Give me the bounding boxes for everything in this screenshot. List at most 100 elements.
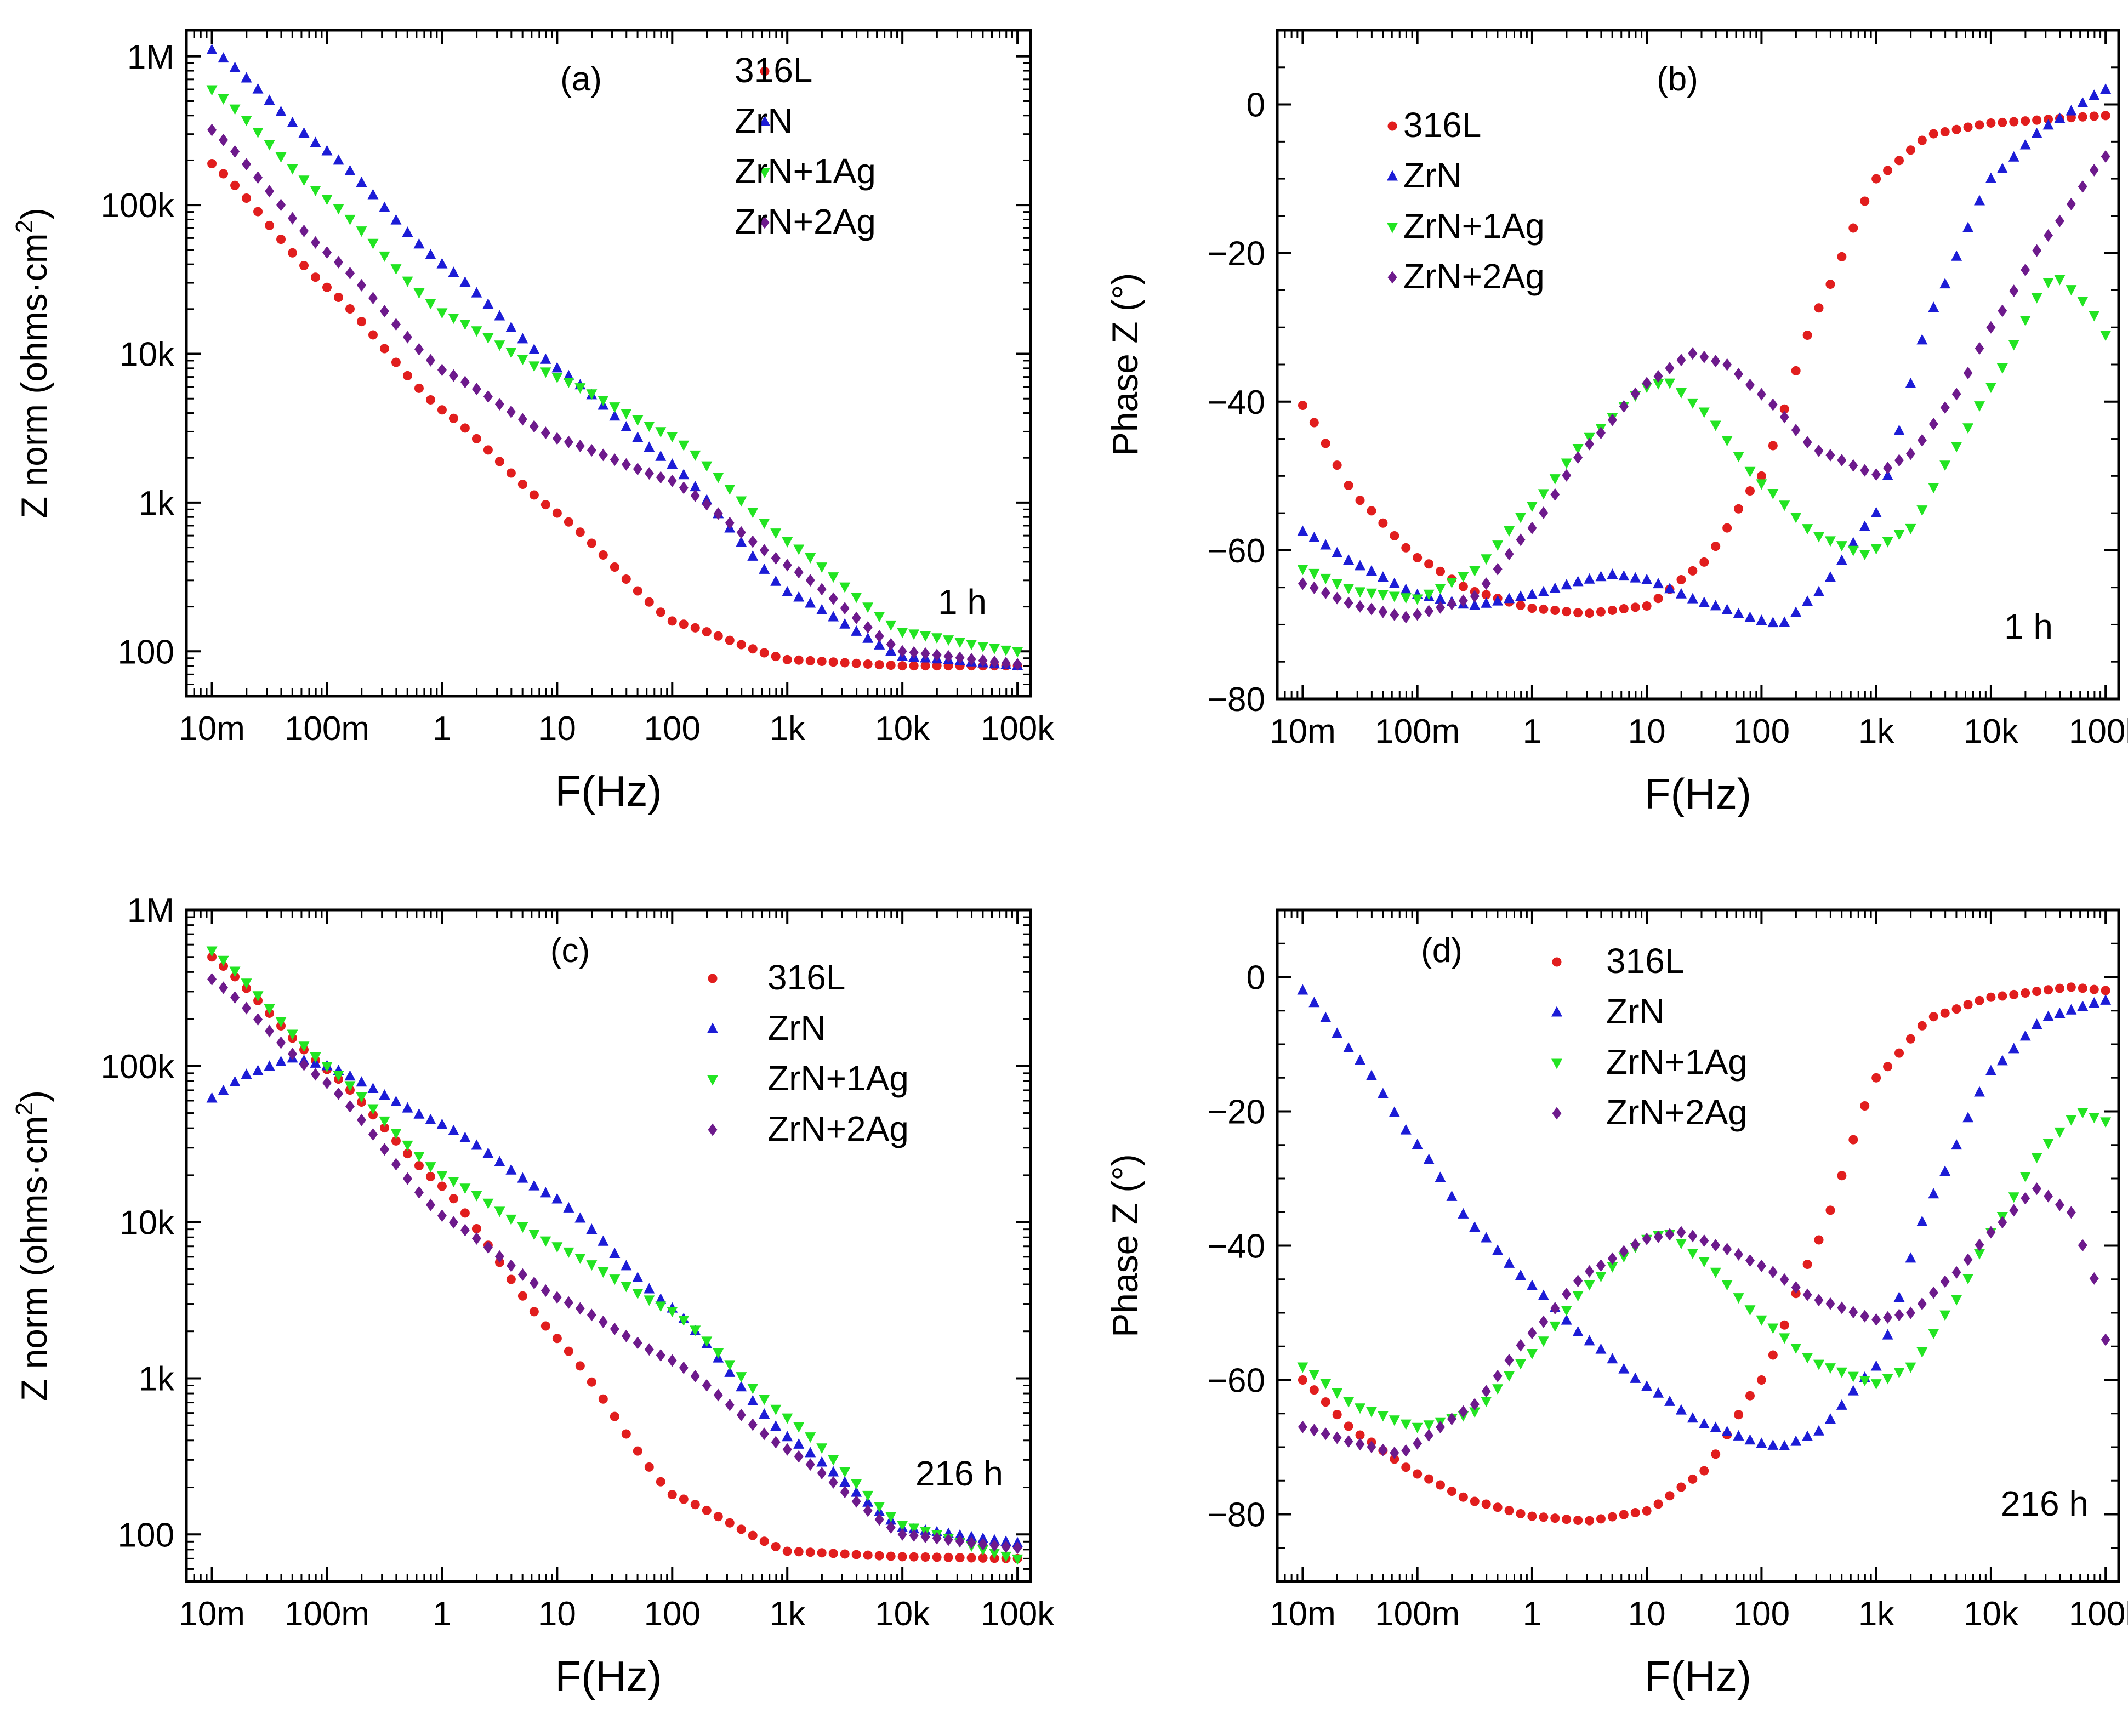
- data-point: [1539, 1315, 1549, 1328]
- data-point: [1870, 506, 1882, 517]
- data-point: [1332, 1410, 1342, 1420]
- data-point: [863, 1504, 873, 1517]
- data-point: [1975, 120, 1984, 130]
- data-point: [1595, 571, 1607, 582]
- data-point: [1711, 1449, 1721, 1459]
- data-point: [679, 1361, 689, 1374]
- legend-label: 316L: [767, 958, 845, 997]
- data-point: [494, 1250, 504, 1263]
- x-tick-label: 1: [433, 1595, 451, 1633]
- data-point: [241, 72, 252, 83]
- data-point: [229, 61, 241, 72]
- data-point: [264, 1060, 275, 1071]
- data-point: [1882, 537, 1893, 548]
- data-point: [1607, 1512, 1617, 1522]
- data-point: [1653, 370, 1663, 383]
- data-point: [564, 435, 573, 448]
- data-point: [782, 1546, 792, 1556]
- data-point: [644, 1343, 654, 1356]
- data-point: [540, 1236, 551, 1247]
- data-point: [633, 463, 642, 476]
- data-point: [1389, 577, 1400, 588]
- legend-label: 316L: [735, 50, 812, 90]
- data-point: [1481, 1396, 1492, 1407]
- data-point: [494, 397, 504, 411]
- data-point: [782, 537, 793, 548]
- data-point: [471, 1232, 481, 1245]
- legend-label: ZrN+2Ag: [735, 202, 876, 241]
- y-tick-label: 1M: [127, 38, 174, 76]
- data-point: [1436, 1480, 1446, 1490]
- legend-label: ZrN: [1403, 156, 1462, 195]
- data-point: [920, 647, 930, 660]
- data-point: [656, 607, 665, 617]
- data-point: [1722, 523, 1732, 533]
- data-point: [989, 656, 999, 669]
- data-point: [943, 1552, 953, 1562]
- data-point: [459, 1183, 471, 1194]
- data-point: [379, 1089, 390, 1100]
- data-point: [1951, 388, 1961, 401]
- data-point: [1412, 1139, 1423, 1149]
- data-point: [1435, 584, 1446, 595]
- time-label: 1 h: [938, 582, 987, 622]
- data-point: [219, 133, 229, 146]
- data-point: [1355, 496, 1365, 505]
- data-point: [862, 602, 874, 613]
- data-point: [264, 1004, 275, 1015]
- data-point: [494, 310, 505, 321]
- data-point: [1515, 513, 1526, 523]
- data-point: [1756, 479, 1767, 490]
- data-point: [448, 1216, 458, 1229]
- data-point: [563, 377, 574, 388]
- data-point: [1469, 1407, 1481, 1418]
- data-point: [1790, 513, 1802, 523]
- data-point: [540, 500, 550, 510]
- data-point: [1012, 1554, 1023, 1565]
- data-point: [540, 426, 550, 440]
- data-point: [966, 640, 977, 651]
- data-point: [345, 304, 355, 314]
- data-point: [1607, 413, 1617, 426]
- data-point: [632, 1272, 644, 1283]
- data-point: [1481, 1499, 1491, 1509]
- data-point: [322, 1077, 332, 1090]
- data-point: [656, 1477, 665, 1487]
- data-point: [1664, 378, 1676, 389]
- data-point: [1630, 1372, 1641, 1383]
- data-point: [1928, 301, 1939, 312]
- data-point: [955, 1553, 965, 1563]
- data-point: [840, 1549, 850, 1559]
- data-point: [2055, 1198, 2064, 1211]
- data-point: [264, 94, 275, 105]
- data-point: [1699, 1466, 1709, 1476]
- data-point: [1734, 1410, 1744, 1420]
- data-point: [1550, 1513, 1560, 1523]
- data-point: [598, 1267, 609, 1278]
- data-point: [1998, 991, 2007, 1001]
- data-point: [333, 255, 343, 269]
- data-point: [517, 1291, 527, 1301]
- data-point: [1711, 542, 1721, 551]
- data-point: [1401, 611, 1411, 624]
- data-point: [367, 1104, 379, 1115]
- data-point: [1905, 1362, 1916, 1373]
- x-tick-label: 10: [1628, 713, 1666, 750]
- data-point: [436, 1171, 448, 1182]
- data-point: [1813, 1425, 1825, 1436]
- time-label: 1 h: [2004, 607, 2053, 646]
- data-point: [1389, 1415, 1400, 1426]
- data-point: [1516, 1509, 1526, 1518]
- data-point: [494, 340, 505, 351]
- data-point: [805, 1547, 815, 1557]
- data-point: [563, 1202, 574, 1213]
- data-point: [1400, 593, 1412, 604]
- data-point: [1916, 1215, 1928, 1226]
- y-axis-title-main: Z norm (ohms·cm: [14, 1115, 54, 1401]
- data-point: [1458, 1492, 1468, 1502]
- x-tick-label: 100k: [2069, 713, 2128, 750]
- data-point: [828, 1549, 838, 1558]
- data-point: [1596, 607, 1606, 617]
- data-point: [1481, 1232, 1492, 1243]
- data-point: [1538, 489, 1549, 500]
